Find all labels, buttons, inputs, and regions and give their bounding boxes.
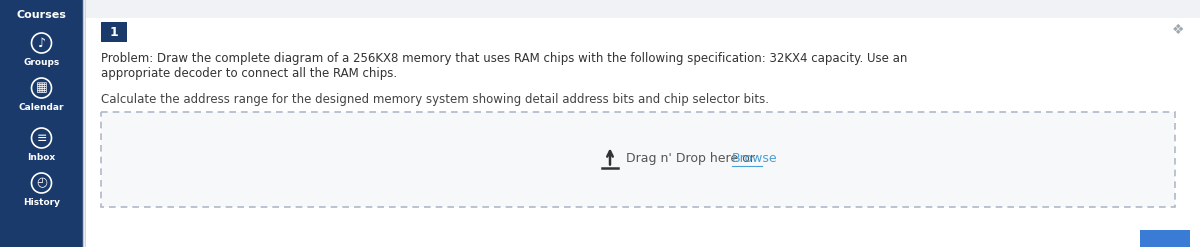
Text: Calendar: Calendar [19, 103, 65, 112]
Text: ▦: ▦ [36, 82, 47, 95]
Text: Problem: Draw the complete diagram of a 256KX8 memory that uses RAM chips with t: Problem: Draw the complete diagram of a … [101, 52, 907, 65]
Text: appropriate decoder to connect all the RAM chips.: appropriate decoder to connect all the R… [101, 67, 397, 80]
Text: Browse: Browse [732, 152, 778, 165]
Text: ◴: ◴ [36, 177, 47, 189]
FancyBboxPatch shape [101, 112, 1175, 207]
Text: Calculate the address range for the designed memory system showing detail addres: Calculate the address range for the desi… [101, 93, 769, 106]
Text: Inbox: Inbox [28, 153, 55, 162]
FancyBboxPatch shape [0, 0, 83, 247]
Text: ♪: ♪ [37, 37, 46, 49]
Text: Drag n' Drop here or: Drag n' Drop here or [626, 152, 758, 165]
FancyBboxPatch shape [86, 0, 1200, 18]
FancyBboxPatch shape [1140, 230, 1190, 247]
FancyBboxPatch shape [86, 0, 1200, 247]
Text: Groups: Groups [23, 58, 60, 67]
FancyBboxPatch shape [101, 22, 127, 42]
Text: Courses: Courses [17, 10, 66, 20]
Text: ≡: ≡ [36, 131, 47, 144]
Text: History: History [23, 198, 60, 207]
Text: ❖: ❖ [1171, 23, 1184, 37]
Text: 1: 1 [109, 25, 119, 39]
